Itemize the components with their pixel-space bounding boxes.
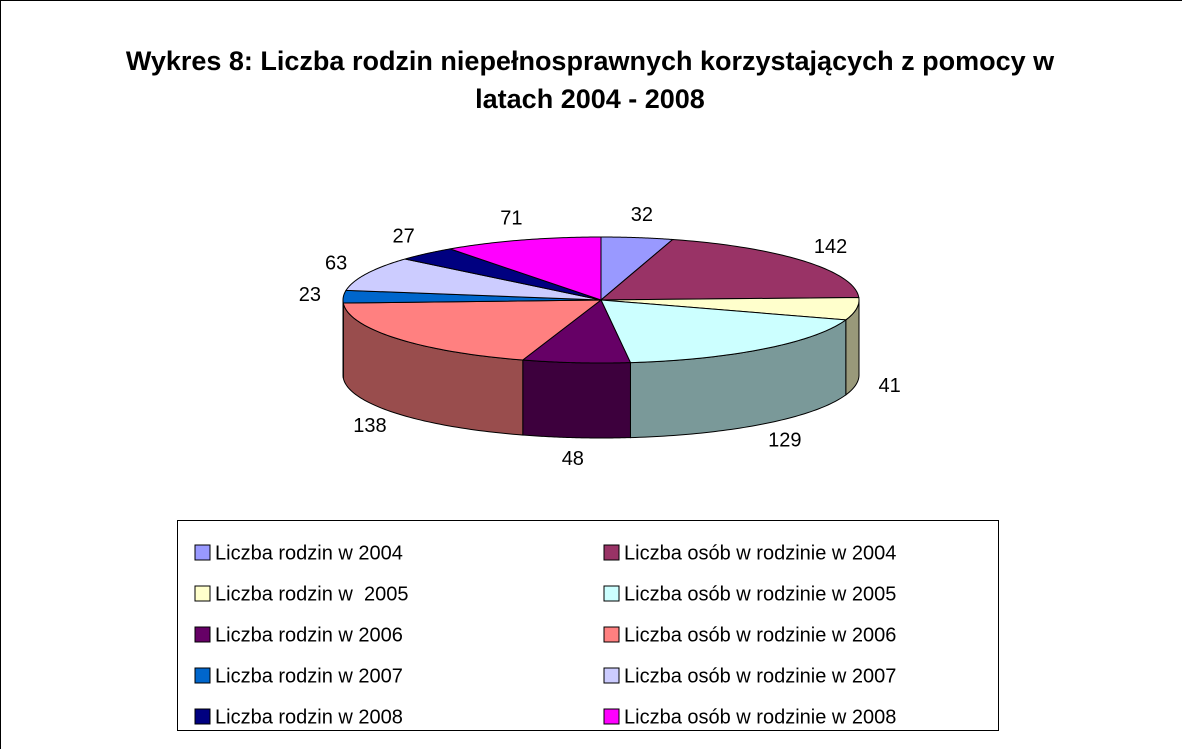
legend-swatch [194, 544, 211, 561]
legend-swatch [603, 667, 620, 684]
data-label: 27 [393, 226, 415, 248]
slice [521, 299, 632, 364]
legend-swatch [603, 626, 620, 643]
legend-label: Liczba osób w rodzinie w 2006 [624, 624, 896, 646]
slice [600, 299, 848, 364]
slice [404, 248, 602, 301]
slice [342, 289, 602, 304]
data-label: 138 [353, 415, 386, 437]
data-label: 71 [500, 207, 522, 229]
legend-swatch [603, 708, 620, 725]
data-label: 48 [562, 448, 584, 470]
legend-label: Liczba osób w rodzinie w 2005 [624, 583, 896, 605]
slice [345, 258, 602, 301]
legend-swatch [194, 626, 211, 643]
data-label: 32 [631, 204, 653, 226]
chart-title: Wykres 8: Liczba rodzin niepełnosprawnyc… [125, 46, 1055, 114]
slice [449, 236, 602, 301]
legend-label: Liczba rodzin w 2007 [215, 665, 403, 687]
legend-box [177, 520, 999, 731]
data-label: 142 [814, 236, 847, 258]
data-label: 129 [768, 429, 801, 451]
legend-label: Liczba rodzin w 2008 [215, 706, 403, 728]
slice [342, 299, 603, 361]
legend-swatch [194, 585, 211, 602]
legend-label: Liczba rodzin w 2004 [215, 542, 403, 564]
data-label: 23 [299, 284, 321, 306]
data-label: 63 [325, 253, 347, 275]
legend-label: Liczba rodzin w 2006 [215, 624, 403, 646]
slice-side [522, 359, 631, 439]
slice [599, 238, 860, 301]
legend-swatch [603, 544, 620, 561]
legend-label: Liczba osób w rodzinie w 2004 [624, 542, 896, 564]
slice [600, 297, 860, 321]
legend-label: Liczba rodzin w 2005 [215, 583, 408, 605]
data-label: 41 [879, 375, 901, 397]
legend-label: Liczba osób w rodzinie w 2008 [624, 706, 896, 728]
legend-swatch [194, 667, 211, 684]
legend-label: Liczba osób w rodzinie w 2007 [624, 665, 896, 687]
legend-swatch [603, 585, 620, 602]
legend-swatch [194, 708, 211, 725]
